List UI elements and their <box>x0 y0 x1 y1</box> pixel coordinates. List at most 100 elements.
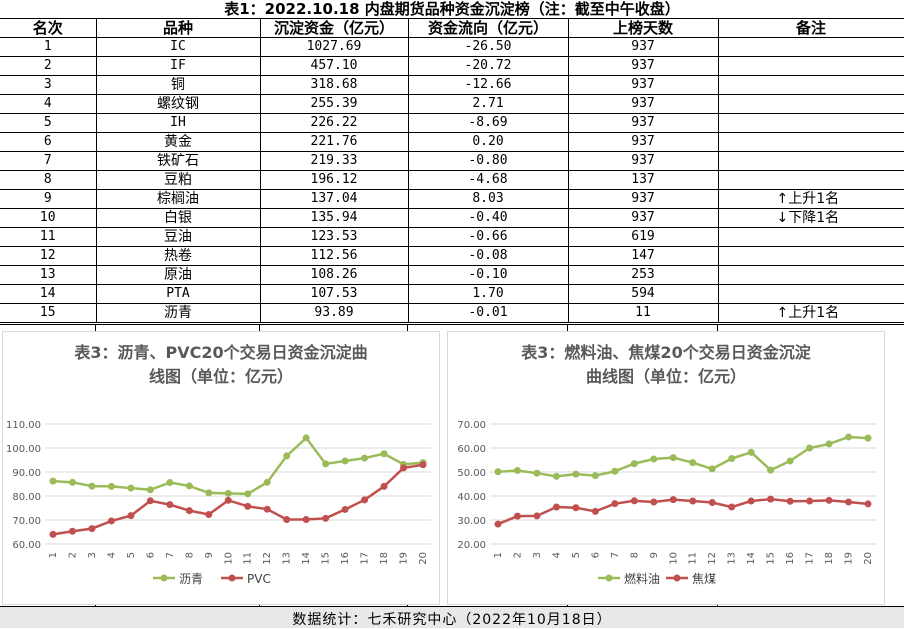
x-tick-label: 12 <box>707 552 718 565</box>
legend-label: 沥青 <box>179 572 203 586</box>
flow-cell: 2.71 <box>408 94 569 114</box>
note-cell <box>718 37 904 57</box>
data-point <box>302 434 310 442</box>
data-point <box>650 498 658 506</box>
data-point <box>400 464 408 472</box>
capital-cell: 221.76 <box>260 132 409 152</box>
series-line <box>497 435 869 478</box>
days-cell: 937 <box>568 94 719 114</box>
note-cell <box>718 94 904 114</box>
y-tick-label: 90.00 <box>12 468 41 479</box>
table-header-row: 名次 品种 沉淀资金（亿元） 资金流向（亿元） 上榜天数 备注 <box>0 19 904 38</box>
data-point <box>864 434 872 442</box>
legend-marker <box>160 574 168 582</box>
capital-cell: 226.22 <box>260 113 409 133</box>
data-point <box>689 459 697 467</box>
data-point <box>494 520 502 528</box>
data-point <box>708 498 716 506</box>
flow-cell: -20.72 <box>408 56 569 76</box>
legend-marker <box>673 574 681 582</box>
variety-cell: 铁矿石 <box>96 151 261 171</box>
variety-cell: 热卷 <box>96 246 261 266</box>
data-point <box>283 452 291 460</box>
data-point <box>380 482 388 490</box>
note-cell <box>718 246 904 266</box>
x-tick-label: 8 <box>629 552 640 558</box>
data-point <box>611 467 619 475</box>
table-row: 1 IC 1027.69 -26.50 937 <box>0 37 904 57</box>
data-point <box>786 457 794 465</box>
days-cell: 937 <box>568 113 719 133</box>
rank-cell: 9 <box>0 189 97 209</box>
days-cell: 147 <box>568 246 719 266</box>
x-tick-label: 15 <box>321 552 332 565</box>
x-tick-label: 3 <box>532 552 543 558</box>
data-point <box>205 510 213 518</box>
x-tick-label: 4 <box>551 552 562 558</box>
flow-cell: -4.68 <box>408 170 569 190</box>
flow-cell: -26.50 <box>408 37 569 57</box>
x-tick-label: 12 <box>262 552 273 565</box>
data-point <box>224 489 232 497</box>
x-tick-label: 10 <box>223 552 234 565</box>
chart-title-line-2: 线图（单位：亿元） <box>148 367 293 386</box>
days-cell: 937 <box>568 151 719 171</box>
y-tick-label: 50.00 <box>457 468 486 479</box>
footer-source: 数据统计：七禾研究中心（2022年10月18日） <box>292 612 612 628</box>
y-tick-label: 70.00 <box>12 516 41 527</box>
header-note: 备注 <box>718 19 904 38</box>
data-point <box>361 454 369 462</box>
x-tick-label: 7 <box>610 552 621 558</box>
capital-cell: 457.10 <box>260 56 409 76</box>
legend-label: 燃料油 <box>624 571 660 586</box>
note-cell <box>718 56 904 76</box>
data-point <box>166 501 174 509</box>
data-point <box>825 496 833 504</box>
data-point <box>88 482 96 490</box>
capital-cell: 123.53 <box>260 227 409 247</box>
data-point <box>611 500 619 508</box>
days-cell: 594 <box>568 284 719 304</box>
days-cell: 137 <box>568 170 719 190</box>
data-point <box>806 497 814 505</box>
table-row: 12 热卷 112.56 -0.08 147 <box>0 246 904 266</box>
data-point <box>49 530 57 538</box>
capital-cell: 93.89 <box>260 303 409 323</box>
y-tick-label: 60.00 <box>457 444 486 455</box>
note-cell <box>718 265 904 285</box>
rank-cell: 5 <box>0 113 97 133</box>
days-cell: 937 <box>568 208 719 228</box>
x-tick-label: 19 <box>399 552 410 565</box>
data-point <box>380 450 388 458</box>
data-point <box>825 440 833 448</box>
rank-cell: 15 <box>0 303 97 323</box>
header-flow: 资金流向（亿元） <box>408 19 569 38</box>
variety-cell: 白银 <box>96 208 261 228</box>
table-row: 14 PTA 107.53 1.70 594 <box>0 284 904 304</box>
days-cell: 937 <box>568 189 719 209</box>
data-point <box>650 455 658 463</box>
data-point <box>728 455 736 463</box>
rank-cell: 2 <box>0 56 97 76</box>
page-title: 表1：2022.10.18 内盘期货品种资金沉淀榜（注：截至中午收盘） <box>0 0 904 19</box>
data-point <box>591 472 599 480</box>
rank-cell: 3 <box>0 75 97 95</box>
chart-area: 表3：沥青、PVC20个交易日资金沉淀曲 线图（单位：亿元） 60.00 70.0… <box>0 324 904 607</box>
x-tick-label: 6 <box>145 552 156 558</box>
days-cell: 11 <box>568 303 719 323</box>
flow-cell: -0.10 <box>408 265 569 285</box>
data-point <box>224 496 232 504</box>
y-tick-label: 70.00 <box>457 420 486 431</box>
data-point <box>322 460 330 468</box>
y-tick-label: 100.00 <box>6 444 41 455</box>
data-point <box>552 472 560 480</box>
note-cell: ↑上升1名 <box>718 303 904 323</box>
flow-cell: 0.20 <box>408 132 569 152</box>
data-point <box>341 457 349 465</box>
x-tick-label: 18 <box>824 552 835 565</box>
x-tick-label: 5 <box>126 552 137 558</box>
x-tick-label: 15 <box>766 552 777 565</box>
header-days: 上榜天数 <box>568 19 719 38</box>
rank-cell: 12 <box>0 246 97 266</box>
